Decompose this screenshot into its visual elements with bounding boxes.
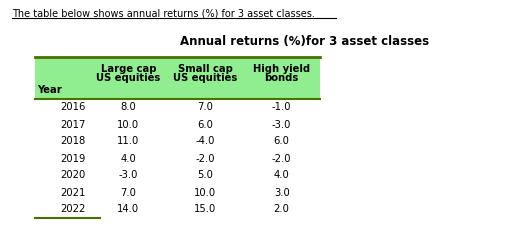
Text: 6.0: 6.0 (197, 120, 213, 130)
Text: 3.0: 3.0 (274, 187, 290, 198)
Text: ‑3.0: ‑3.0 (119, 170, 138, 180)
Text: 2017: 2017 (61, 120, 86, 130)
Text: ‑4.0: ‑4.0 (195, 137, 215, 146)
Text: Small cap: Small cap (178, 64, 233, 74)
Text: ‑2.0: ‑2.0 (195, 154, 215, 163)
Text: Year: Year (37, 85, 62, 95)
Text: High yield: High yield (253, 64, 310, 74)
Text: 11.0: 11.0 (117, 137, 139, 146)
Text: 2020: 2020 (61, 170, 86, 180)
Text: 14.0: 14.0 (117, 204, 139, 215)
Text: ‑1.0: ‑1.0 (272, 102, 292, 113)
Text: ‑3.0: ‑3.0 (272, 120, 291, 130)
Bar (35, 57, 320, 99)
Text: 10.0: 10.0 (194, 187, 216, 198)
Text: The table below shows annual returns (%) for 3 asset classes.: The table below shows annual returns (%)… (12, 8, 315, 18)
Text: US equities: US equities (96, 73, 160, 83)
Text: 8.0: 8.0 (121, 102, 136, 113)
Text: 15.0: 15.0 (194, 204, 216, 215)
Text: 7.0: 7.0 (121, 187, 136, 198)
Text: 10.0: 10.0 (117, 120, 139, 130)
Text: 2019: 2019 (61, 154, 86, 163)
Text: 2016: 2016 (61, 102, 86, 113)
Text: 2018: 2018 (61, 137, 86, 146)
Text: 4.0: 4.0 (121, 154, 136, 163)
Text: 4.0: 4.0 (274, 170, 290, 180)
Text: bonds: bonds (265, 73, 299, 83)
Text: 2021: 2021 (61, 187, 86, 198)
Text: Large cap: Large cap (101, 64, 156, 74)
Text: 6.0: 6.0 (274, 137, 290, 146)
Text: ‑2.0: ‑2.0 (272, 154, 292, 163)
Text: 2022: 2022 (61, 204, 86, 215)
Text: 2.0: 2.0 (274, 204, 290, 215)
Text: 5.0: 5.0 (197, 170, 213, 180)
Text: US equities: US equities (173, 73, 237, 83)
Text: 7.0: 7.0 (197, 102, 213, 113)
Text: Annual returns (%)for 3 asset classes: Annual returns (%)for 3 asset classes (180, 35, 429, 48)
